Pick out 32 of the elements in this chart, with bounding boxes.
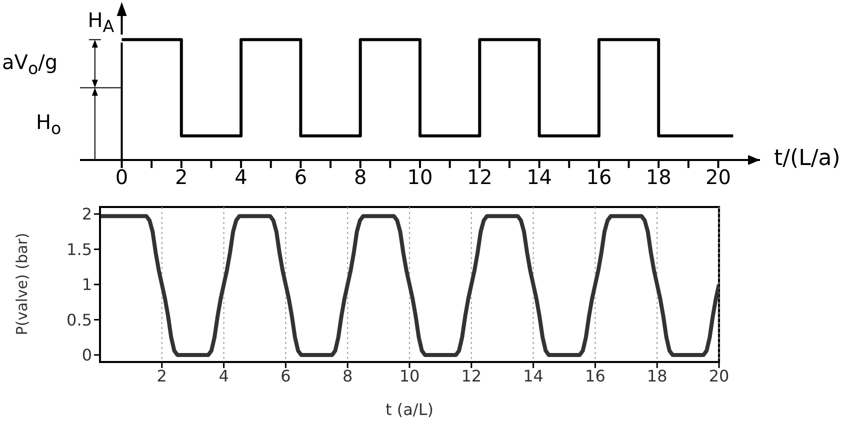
- y-tick-label: 1: [82, 275, 92, 294]
- x-tick-label: 14: [526, 165, 552, 190]
- x-tick-label: 16: [585, 366, 606, 386]
- x-tick-label: 2: [175, 165, 188, 190]
- text: H$_{o}$: [36, 110, 62, 138]
- x-tick-label: 0: [115, 165, 128, 190]
- x-tick-label: 6: [294, 165, 308, 190]
- y-tick-label: 2: [82, 204, 92, 224]
- x-axis-title: t (a/L): [384, 400, 434, 419]
- y-tick-label: 0: [82, 346, 92, 365]
- y-tick-label: 1.5: [66, 240, 92, 259]
- x-tick-label: 20: [706, 165, 731, 190]
- x-tick-label: 6: [280, 366, 291, 386]
- x-tick-label: 20: [708, 366, 730, 386]
- x-tick-label: 10: [399, 366, 420, 386]
- text: H$_{A}$: [88, 8, 114, 36]
- y-axis-title: P(valve) (bar): [13, 231, 31, 337]
- text: aV$_{o}$/g: [2, 50, 58, 78]
- x-tick-label: 10: [407, 165, 433, 190]
- x-tick-label: 18: [646, 366, 668, 386]
- x-tick-label: 8: [354, 165, 367, 190]
- x-tick-label: 8: [342, 366, 353, 386]
- x-tick-label: 14: [523, 366, 544, 386]
- x-tick-label: 16: [586, 165, 612, 190]
- x-tick-label: 12: [466, 165, 492, 190]
- x-axis-title: t/(L/a): [774, 146, 840, 171]
- x-tick-label: 4: [234, 165, 248, 190]
- x-tick-label: 12: [461, 366, 482, 386]
- x-tick-label: 18: [646, 165, 672, 190]
- x-tick-label: 4: [218, 366, 229, 386]
- y-tick-label: 0.5: [66, 310, 92, 330]
- x-tick-label: 2: [156, 366, 167, 386]
